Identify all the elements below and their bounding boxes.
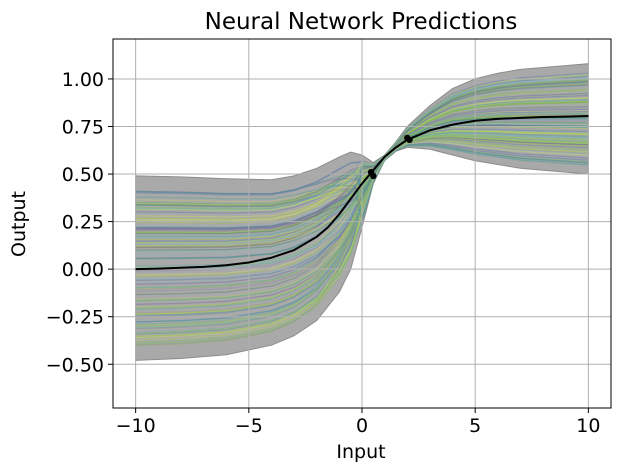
y-tick-label: −0.50 [46,354,104,376]
mean-curve-layer [135,115,589,271]
grid-layer [113,39,611,408]
x-axis-title: Input [336,441,385,463]
mean-prediction-line [135,115,589,271]
y-tick-label: 0.50 [62,164,104,186]
training-point [406,136,413,144]
chart-title: Neural Network Predictions [205,9,518,35]
x-ticks: −10 −5 0 5 10 [116,408,600,437]
y-tick-label: 1.00 [62,69,104,91]
training-point [370,172,377,180]
training-points-layer [367,134,413,180]
x-tick-label: 0 [356,415,368,437]
y-tick-label: −0.25 [46,307,104,329]
x-tick-label: 5 [469,415,481,437]
x-tick-label: −5 [235,415,263,437]
y-tick-label: 0.75 [62,116,104,138]
y-axis-title: Output [8,191,30,257]
y-ticks: −0.50 −0.25 0.00 0.25 0.50 0.75 1.00 [46,69,113,376]
x-tick-label: −10 [116,415,156,437]
y-tick-label: 0.00 [62,259,104,281]
y-tick-label: 0.25 [62,212,104,234]
x-tick-label: 10 [576,415,600,437]
